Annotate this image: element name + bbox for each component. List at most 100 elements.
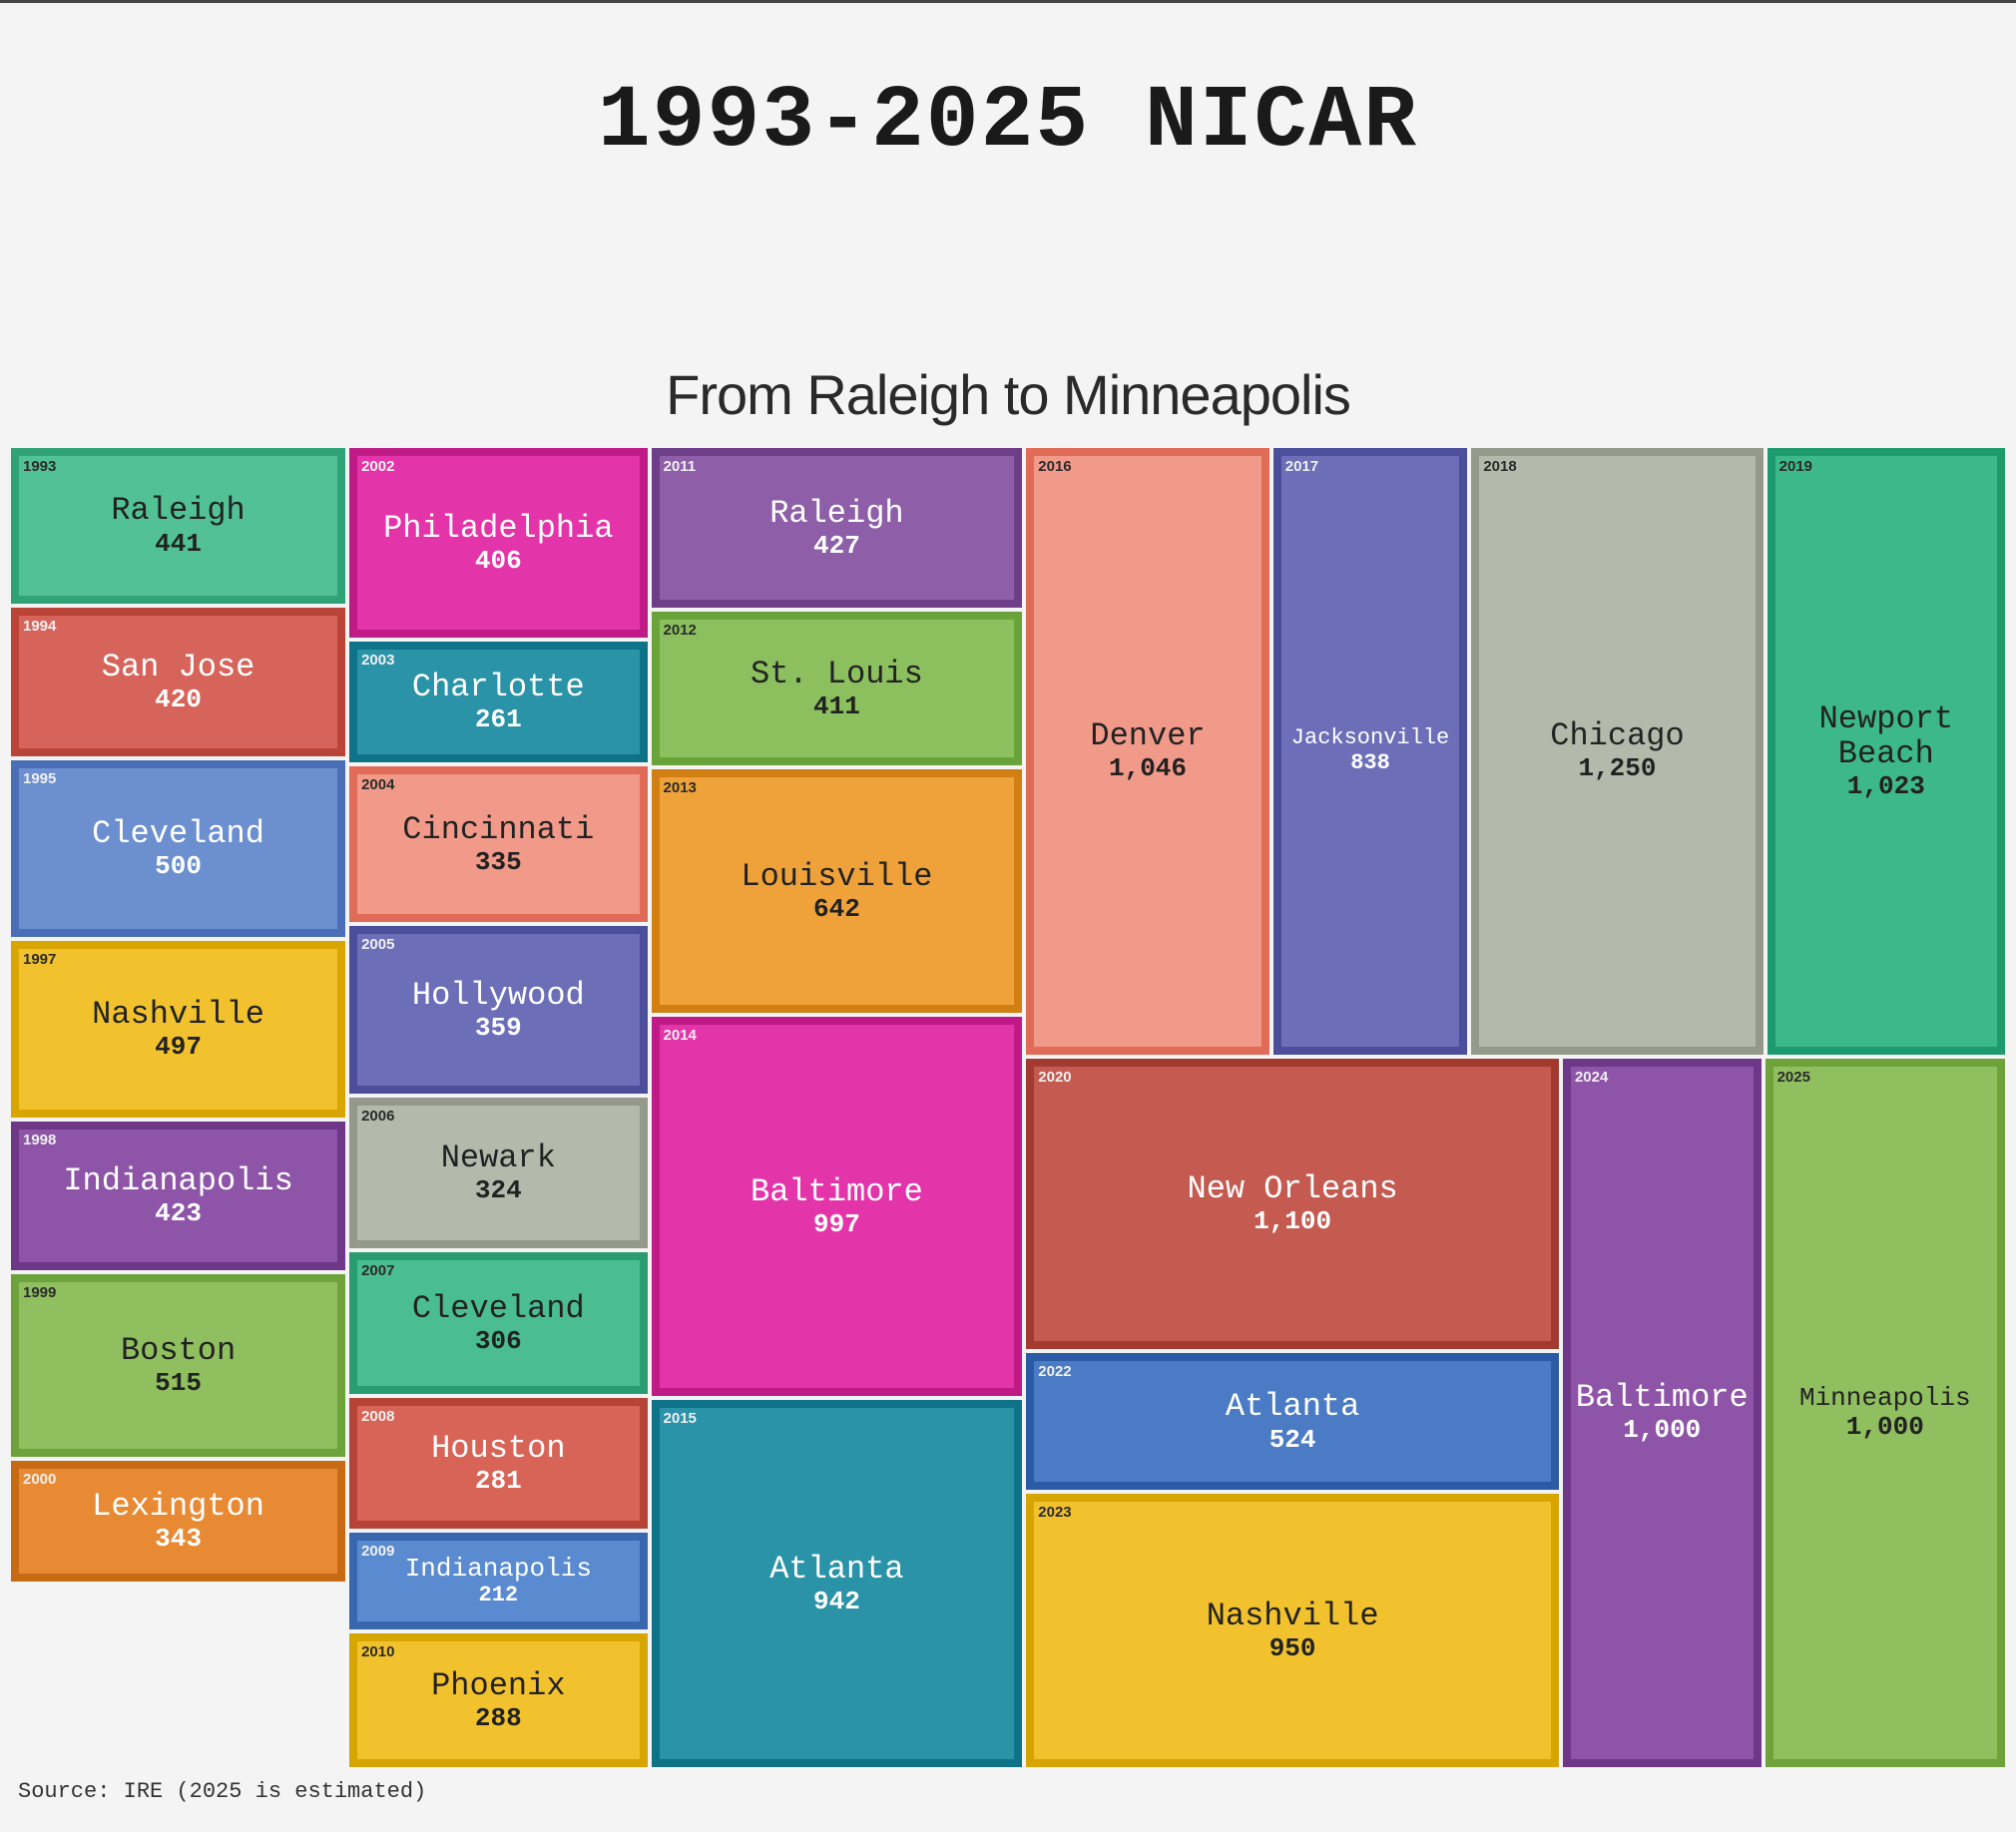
treemap-cell: 2009Indianapolis212 [349, 1533, 647, 1629]
treemap-cell-value: 1,250 [1578, 753, 1656, 783]
treemap-cell-year: 2002 [361, 458, 394, 475]
treemap-cell: 2003Charlotte261 [349, 642, 647, 762]
treemap-cell-city: Denver [1090, 718, 1205, 753]
treemap-cell-city: Hollywood [412, 978, 585, 1013]
treemap-cell: 1993Raleigh441 [11, 448, 345, 604]
treemap-cell-year: 2008 [361, 1408, 394, 1425]
treemap-cell-value: 1,000 [1623, 1415, 1701, 1445]
treemap-cell-city: New Orleans [1187, 1171, 1397, 1206]
chart-subtitle: From Raleigh to Minneapolis [0, 362, 2016, 427]
treemap-cell: 2017Jacksonville838 [1273, 448, 1468, 1055]
treemap-cell-value: 335 [475, 847, 522, 877]
treemap-cell-value: 1,000 [1846, 1412, 1924, 1442]
treemap-cell: 2018 Chicago1,250 [1471, 448, 1763, 1055]
treemap-cell-year: 2000 [23, 1471, 56, 1488]
treemap-cell-year: 2017 [1285, 458, 1318, 475]
treemap-cell-year: 2005 [361, 936, 394, 953]
treemap-cell-city: Cleveland [92, 816, 264, 851]
treemap-cell: 2012 St. Louis411 [652, 612, 1023, 765]
treemap-cell-value: 343 [155, 1524, 202, 1554]
treemap-cell-year: 1995 [23, 770, 56, 787]
treemap-cell-year: 2015 [664, 1410, 697, 1427]
treemap-cell-year: 2020 [1038, 1069, 1071, 1086]
treemap-cell-year: 2009 [361, 1543, 394, 1560]
treemap-cell: 2019Newport Beach1,023 [1767, 448, 2005, 1055]
treemap-cell-value: 497 [155, 1032, 202, 1062]
chart-page: 1993-2025 NICAR From Raleigh to Minneapo… [0, 73, 2016, 1832]
treemap-cell-city: Chicago [1550, 718, 1684, 753]
treemap-cell-value: 950 [1269, 1633, 1316, 1663]
treemap-cell: 2005 Hollywood359 [349, 926, 647, 1094]
chart-title: 1993-2025 NICAR [0, 73, 2016, 172]
source-caption: Source: IRE (2025 is estimated) [18, 1779, 426, 1804]
treemap-cell-year: 2016 [1038, 458, 1071, 475]
treemap-cell-year: 2011 [664, 458, 697, 475]
treemap-cell: 2000 Lexington343 [11, 1461, 345, 1582]
treemap-cell-value: 1,023 [1847, 771, 1925, 801]
treemap-cell-city: Lexington [92, 1489, 264, 1524]
treemap-cell-year: 1998 [23, 1132, 56, 1148]
treemap-cell-value: 359 [475, 1013, 522, 1043]
treemap-cell-value: 838 [1350, 750, 1390, 775]
treemap-cell-city: Louisville [741, 859, 932, 894]
treemap-cell: 2006Newark324 [349, 1098, 647, 1248]
treemap-cell-value: 406 [475, 546, 522, 576]
treemap-cell-city: Nashville [92, 997, 264, 1032]
treemap-cell-year: 2024 [1575, 1069, 1608, 1086]
treemap-cell-city: Phoenix [431, 1668, 565, 1703]
treemap-cell: 2013Louisville642 [652, 769, 1023, 1013]
treemap-cell-city: Houston [431, 1431, 565, 1466]
treemap-cell-city: Baltimore [751, 1174, 923, 1209]
treemap-cell: 2023Nashville950 [1026, 1494, 1559, 1767]
treemap-cell-year: 2013 [664, 779, 697, 796]
treemap-cell-year: 1993 [23, 458, 56, 475]
treemap-cell-city: Atlanta [1226, 1389, 1359, 1424]
treemap-cell-year: 2007 [361, 1262, 394, 1279]
treemap-cell: 1998Indianapolis423 [11, 1122, 345, 1271]
treemap-cell-city: Newark [441, 1141, 556, 1175]
treemap-cell: 2015 Atlanta942 [652, 1400, 1023, 1767]
treemap-cell-value: 997 [813, 1209, 860, 1239]
treemap-cell-value: 942 [813, 1587, 860, 1616]
treemap-cell-city: Cleveland [412, 1291, 585, 1326]
treemap-cell: 2011Raleigh427 [652, 448, 1023, 608]
treemap-cell: 2008 Houston281 [349, 1398, 647, 1529]
treemap-cell: 1995Cleveland500 [11, 760, 345, 937]
treemap-cell-value: 306 [475, 1326, 522, 1356]
treemap-cell: 1997 Nashville497 [11, 941, 345, 1117]
treemap-cell: 2014Baltimore997 [652, 1017, 1023, 1396]
treemap-cell-value: 420 [155, 685, 202, 714]
treemap-cell-value: 427 [813, 531, 860, 561]
treemap-cell-year: 2010 [361, 1643, 394, 1660]
treemap-cell-city: Charlotte [412, 670, 585, 704]
treemap-cell-city: Raleigh [111, 493, 245, 528]
treemap-cell-year: 2018 [1483, 458, 1516, 475]
treemap-cell-year: 2012 [664, 622, 697, 639]
treemap-cell-year: 1999 [23, 1284, 56, 1301]
treemap-cell-year: 1997 [23, 951, 56, 968]
treemap-cell-year: 1994 [23, 618, 56, 635]
treemap-cell: 2002 Philadelphia406 [349, 448, 647, 638]
treemap-cell-value: 281 [475, 1466, 522, 1496]
treemap-cell-city: St. Louis [751, 657, 923, 691]
treemap-cell: 2022 Atlanta524 [1026, 1353, 1559, 1490]
treemap-cell: 2025 Minneapolis1,000 [1765, 1059, 2005, 1767]
treemap-cell-year: 2004 [361, 776, 394, 793]
treemap-cell: 1999Boston515 [11, 1274, 345, 1457]
treemap-cell-city: San Jose [102, 650, 255, 685]
treemap-cell-value: 1,046 [1109, 753, 1187, 783]
treemap-cell-value: 411 [813, 691, 860, 721]
treemap-cell: 2020New Orleans1,100 [1026, 1059, 1559, 1350]
treemap-cell-city: Atlanta [769, 1552, 903, 1587]
treemap-cell-year: 2025 [1777, 1069, 1810, 1086]
treemap-cell-city: Philadelphia [383, 511, 613, 546]
treemap-cell: 2016 Denver1,046 [1026, 448, 1268, 1055]
treemap-cell-year: 2022 [1038, 1363, 1071, 1380]
treemap-cell-city: Cincinnati [402, 812, 594, 847]
treemap-cell: 2024 Baltimore1,000 [1563, 1059, 1762, 1767]
treemap-cell-value: 212 [479, 1583, 519, 1607]
treemap-cell-year: 2003 [361, 652, 394, 669]
treemap-cell-city: Baltimore [1576, 1380, 1749, 1415]
treemap-cell-value: 524 [1269, 1425, 1316, 1455]
treemap-cell-city: Minneapolis [1799, 1384, 1971, 1413]
